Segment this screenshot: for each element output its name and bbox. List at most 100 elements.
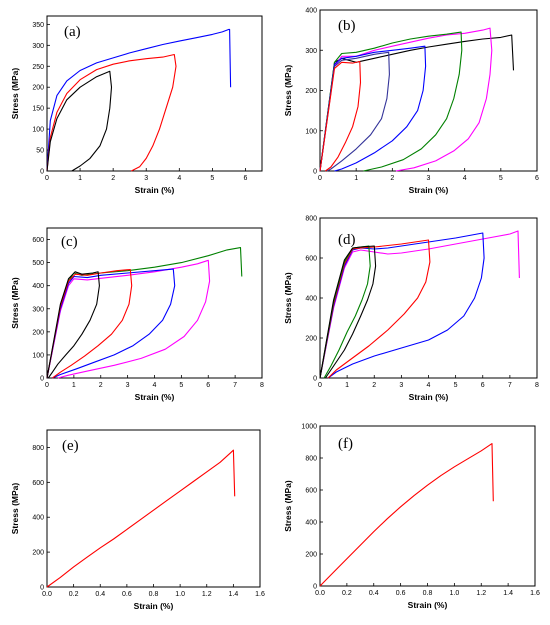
x-tick-label: 1.2: [476, 590, 486, 597]
x-tick-label: 5: [179, 382, 183, 389]
series-line-1: [319, 34, 515, 172]
series-line-4: [319, 45, 427, 172]
series-line-5: [46, 271, 100, 379]
y-axis-title: Stress (MPa): [10, 277, 20, 329]
x-tick-label: 0: [45, 175, 49, 182]
x-tick-label: 3: [399, 382, 403, 389]
y-tick-label: 0: [313, 169, 317, 176]
x-tick-label: 0.6: [122, 591, 132, 598]
series-line-4: [46, 268, 133, 379]
x-tick-label: 2: [390, 175, 394, 182]
y-tick-label: 200: [305, 336, 317, 343]
x-tick-label: 0.8: [149, 591, 159, 598]
chart-panel-3: 0 1 2 3 4 5 6 7 8 0 100 200 300 400 500 600 Strain (%) St…: [10, 227, 264, 402]
y-tick-label: 100: [305, 128, 317, 135]
series-line-4: [319, 245, 371, 379]
x-axis-title: Strain (%): [409, 185, 449, 195]
x-tick-label: 1.6: [255, 591, 265, 598]
x-tick-label: 2: [111, 175, 115, 182]
y-axis-title: Stress (MPa): [283, 65, 293, 117]
x-tick-label: 4: [463, 175, 467, 182]
y-tick-label: 0: [313, 376, 317, 383]
x-tick-label: 7: [233, 382, 237, 389]
y-tick-label: 200: [305, 552, 317, 559]
series-line-3: [319, 31, 463, 172]
y-tick-label: 1000: [301, 424, 317, 431]
series-line-2: [46, 53, 177, 172]
y-tick-label: 150: [32, 106, 44, 113]
x-tick-label: 1: [72, 382, 76, 389]
y-tick-label: 200: [32, 329, 44, 336]
chart-panel-2: 0 1 2 3 4 5 6 0 100 200 300 400 Strain (%) Stress (MP…: [283, 8, 539, 196]
series-line-3: [46, 70, 113, 172]
panel-label: (a): [64, 24, 81, 40]
y-tick-label: 400: [305, 8, 317, 15]
x-tick-label: 1: [345, 382, 349, 389]
y-tick-label: 0: [313, 584, 317, 591]
x-axis-title: Strain (%): [408, 600, 448, 610]
series-line-1: [319, 230, 520, 379]
chart-panel-5: 0.0 0.2 0.4 0.6 0.8 1.0 1.2 1.4 1.6 0 200 400 600 800…: [10, 429, 265, 611]
series-line-1: [46, 247, 243, 379]
y-tick-label: 800: [305, 456, 317, 463]
x-tick-label: 0.8: [423, 590, 433, 597]
y-tick-label: 350: [32, 22, 44, 29]
plot-frame: [46, 15, 263, 172]
x-tick-label: 0.0: [42, 591, 52, 598]
x-tick-label: 4: [427, 382, 431, 389]
y-tick-label: 600: [32, 237, 44, 244]
chart-panel-4: 0 1 2 3 4 5 6 7 8 0 200 400 600 800 Strain (%) Stress (…: [283, 216, 539, 403]
y-axis-title: Stress (MPa): [283, 272, 293, 324]
x-tick-label: 6: [206, 382, 210, 389]
y-tick-label: 100: [32, 352, 44, 359]
series-line-5: [319, 245, 377, 379]
x-tick-label: 0.2: [342, 590, 352, 597]
panel-label: (d): [338, 232, 356, 248]
y-tick-label: 300: [32, 43, 44, 50]
y-tick-label: 50: [36, 148, 44, 155]
x-axis-title: Strain (%): [134, 601, 174, 611]
y-tick-label: 250: [32, 64, 44, 71]
y-tick-label: 400: [32, 283, 44, 290]
series-line-5: [319, 51, 390, 172]
x-tick-label: 0.6: [396, 590, 406, 597]
x-tick-label: 2: [99, 382, 103, 389]
y-axis-title: Stress (MPa): [10, 483, 20, 535]
y-tick-label: 800: [32, 445, 44, 452]
y-tick-label: 200: [32, 550, 44, 557]
x-tick-label: 3: [427, 175, 431, 182]
x-tick-label: 1.4: [229, 591, 239, 598]
series-line-3: [319, 239, 431, 379]
series-line-1: [46, 28, 232, 172]
x-tick-label: 7: [508, 382, 512, 389]
x-tick-label: 3: [126, 382, 130, 389]
y-tick-label: 0: [40, 169, 44, 176]
x-tick-label: 8: [260, 382, 264, 389]
x-tick-label: 0.2: [69, 591, 79, 598]
y-tick-label: 600: [305, 488, 317, 495]
x-tick-label: 5: [499, 175, 503, 182]
y-tick-label: 600: [305, 256, 317, 263]
panel-label: (b): [338, 18, 356, 34]
x-tick-label: 6: [481, 382, 485, 389]
x-axis-title: Strain (%): [409, 392, 449, 402]
series-line-1: [46, 449, 236, 588]
y-tick-label: 200: [305, 88, 317, 95]
panel-label: (c): [61, 234, 78, 250]
x-tick-label: 0.4: [95, 591, 105, 598]
x-tick-label: 5: [210, 175, 214, 182]
x-tick-label: 3: [144, 175, 148, 182]
chart-panel-1: 0 1 2 3 4 5 6 0 50 100 150 200 250 300 350 Strain (%) St…: [10, 15, 263, 195]
x-tick-label: 4: [177, 175, 181, 182]
x-tick-label: 0: [318, 175, 322, 182]
panel-label: (f): [338, 436, 353, 452]
y-axis-title: Stress (MPa): [283, 480, 293, 532]
series-line-2: [319, 232, 485, 379]
x-axis-title: Strain (%): [135, 185, 175, 195]
x-tick-label: 6: [244, 175, 248, 182]
x-tick-label: 1.0: [450, 590, 460, 597]
y-tick-label: 400: [305, 296, 317, 303]
x-tick-label: 1.4: [503, 590, 513, 597]
x-tick-label: 4: [153, 382, 157, 389]
